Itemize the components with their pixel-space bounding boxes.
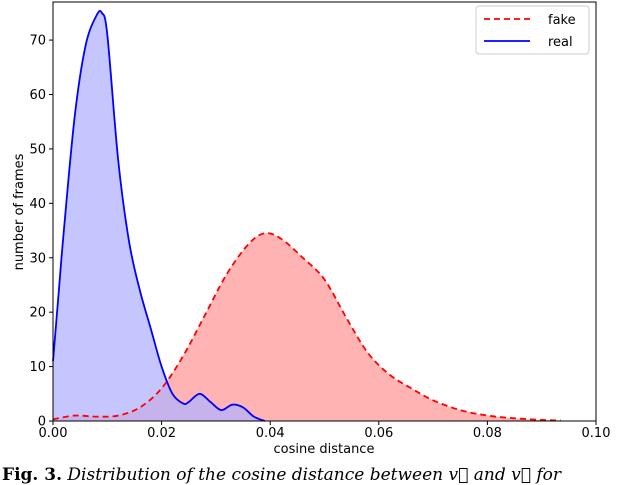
line-real <box>52 10 266 422</box>
y-tick-label: 50 <box>29 142 46 157</box>
x-tick-label: 0.10 <box>582 426 611 441</box>
caption-text: Distribution of the cosine distance betw… <box>67 465 561 485</box>
chart: 0.00 0.02 0.04 0.06 0.08 0.10010203040506070 … <box>12 1 610 457</box>
y-tick-label: 30 <box>29 251 46 266</box>
legend-label-fake: fake <box>548 13 576 28</box>
x-axis-label: cosine distance <box>274 442 375 457</box>
x-tick-label: 0.08 <box>473 426 502 441</box>
y-tick-label: 60 <box>29 88 46 103</box>
y-tick-label: 40 <box>29 197 46 212</box>
caption-label: Fig. 3. <box>2 465 62 485</box>
legend-box <box>475 5 590 55</box>
y-tick-label: 0 <box>38 415 46 430</box>
plot-area <box>52 10 561 422</box>
y-tick-label: 10 <box>29 360 46 375</box>
area-fake <box>53 233 561 421</box>
legend-label-real: real <box>548 35 573 50</box>
y-tick-label: 70 <box>29 34 46 49</box>
x-tick-label: 0.02 <box>147 426 176 441</box>
x-tick-label: 0.04 <box>256 426 285 441</box>
y-tick-label: 20 <box>29 306 46 321</box>
figure-caption: Fig. 3. Distribution of the cosine dista… <box>2 465 640 485</box>
area-real <box>53 10 265 422</box>
x-tick-label: 0.06 <box>364 426 393 441</box>
y-axis-label: number of frames <box>12 153 27 270</box>
line-fake <box>52 232 561 422</box>
legend: fake real <box>475 5 590 55</box>
plot-frame <box>52 1 597 422</box>
x-tick-label: 0.00 <box>39 426 68 441</box>
axes: 0.00 0.02 0.04 0.06 0.08 0.10 0 10 20 30 40 50 60 70 <box>29 34 610 441</box>
